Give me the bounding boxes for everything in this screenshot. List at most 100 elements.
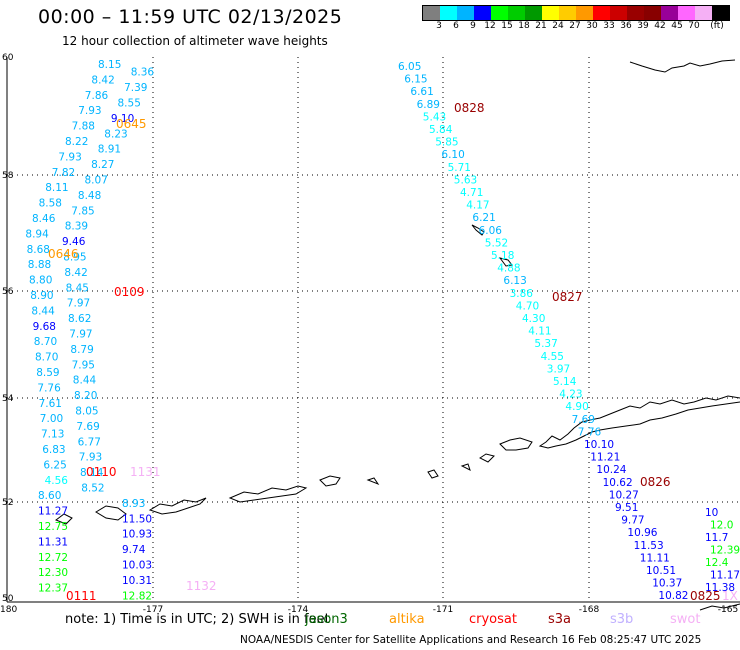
axis-tick-labels: -180 -177 -174 -171 -168 -165 60 58 56 54 52 50 [0, 53, 738, 615]
coastline-islands-a [479, 453, 495, 463]
wave-height-label: 4.88 [497, 263, 520, 275]
wave-height-label: 12.4 [705, 557, 729, 569]
color-swatch [457, 6, 474, 20]
pass-time-label: 1X [722, 589, 738, 603]
wave-height-label: 11.53 [634, 540, 664, 552]
coastline-islands-d [366, 477, 380, 486]
wave-height-label: 8.44 [31, 305, 55, 317]
wave-height-label: 11.11 [640, 552, 670, 564]
wave-height-label: 6.15 [404, 74, 427, 86]
y-tick-label: 54 [2, 394, 14, 404]
wave-height-label: 12.75 [38, 521, 68, 533]
wave-height-label: 7.93 [58, 151, 81, 163]
coastline-pribilof [498, 257, 513, 267]
pass-time-label: 1131 [130, 465, 161, 479]
legend-cryosat: cryosat [469, 612, 517, 627]
wave-height-label: 12.72 [38, 552, 68, 564]
y-tick-label: 50 [2, 594, 14, 604]
wave-height-label: 5.84 [429, 124, 453, 136]
wave-height-label: 7.97 [69, 329, 92, 341]
color-scale-tick: (ft) [710, 21, 724, 31]
wave-height-label: 7.39 [124, 82, 147, 94]
coastline-alaska-mainland [629, 59, 736, 73]
wave-height-label: 8.55 [118, 98, 141, 110]
wave-height-label: 8.79 [70, 344, 93, 356]
wave-height-label: 8.95 [63, 252, 86, 264]
coastline-islands-b [460, 463, 471, 471]
pass-time-label: 1132 [186, 579, 217, 593]
wave-height-label: 8.93 [122, 498, 145, 510]
wave-height-label: 7.93 [78, 105, 101, 117]
wave-height-label: 8.46 [32, 213, 56, 225]
color-scale-tick: 30 [586, 21, 598, 31]
wave-height-label: 8.23 [104, 128, 127, 140]
color-scale-tick: 70 [688, 21, 700, 31]
wave-height-label: 8.42 [64, 267, 87, 279]
wave-height-label: 8.59 [36, 367, 59, 379]
wave-height-label: 8.94 [25, 228, 49, 240]
y-tick-label: 60 [2, 53, 14, 63]
wave-height-label: 11.38 [705, 582, 735, 594]
pass-time-label: 0826 [640, 475, 671, 489]
x-tick-label: -168 [579, 605, 600, 615]
color-swatch [423, 6, 440, 20]
footer-note: note: 1) Time is in UTC; 2) SWH is in fe… [65, 612, 330, 627]
color-swatch [559, 6, 576, 20]
color-scale-tick: 18 [518, 21, 530, 31]
color-swatch [508, 6, 525, 20]
coastline-near-islands [95, 505, 127, 521]
coastline-andreanof [228, 485, 308, 503]
wave-height-label: 7.97 [67, 298, 90, 310]
wave-height-label: 9.46 [62, 236, 86, 248]
wave-height-label: 8.15 [98, 59, 121, 71]
wave-height-label: 5.43 [423, 111, 446, 123]
wave-height-label: 12.0 [710, 520, 733, 532]
x-tick-label: -180 [0, 605, 17, 615]
wave-height-label: 8.60 [38, 490, 61, 502]
wave-height-label: 6.05 [398, 61, 421, 73]
pass-time-labels: 0645 0646 0109 0110 1131 0111 1132 0828 0827 0826… [48, 101, 738, 603]
wave-height-label: 8.91 [98, 144, 121, 156]
wave-height-label: 7.88 [72, 121, 95, 133]
wave-height-label: 8.36 [131, 67, 155, 79]
wave-height-label: 10.62 [603, 477, 633, 489]
wave-height-label: 11.50 [122, 513, 152, 525]
pass-time-label: 0646 [48, 247, 79, 261]
wave-height-label: 4.55 [541, 351, 564, 363]
wave-height-label: 8.80 [29, 275, 52, 287]
coastline-alaska-peninsula [538, 395, 740, 449]
wave-height-label: 8.90 [30, 290, 53, 302]
wave-height-label: 10.37 [652, 578, 682, 590]
color-scale-tick: 33 [603, 21, 615, 31]
wave-height-label: 6.13 [503, 275, 526, 287]
color-swatch [576, 6, 593, 20]
wave-height-label: 3.97 [547, 363, 570, 375]
coastline-rat-islands [148, 497, 207, 515]
wave-height-label: 11.27 [38, 506, 68, 518]
wave-height-label: 8.52 [81, 483, 104, 495]
wave-height-label: 10.51 [646, 565, 676, 577]
wave-height-label: 11.7 [705, 532, 728, 544]
wave-height-label: 8.27 [91, 159, 114, 171]
wave-height-label: 11.31 [38, 536, 68, 548]
color-scale-tick: 21 [535, 21, 547, 31]
wave-height-label: 10.03 [122, 560, 152, 572]
wave-height-label: 4.56 [45, 475, 69, 487]
wave-height-label: 5.52 [485, 237, 508, 249]
wave-height-label: 7.95 [72, 359, 95, 371]
color-swatch [593, 6, 610, 20]
wave-height-label: 6.77 [78, 436, 101, 448]
color-scale-tick: 12 [484, 21, 496, 31]
pass-time-label: 0109 [114, 285, 145, 299]
wave-height-label: 8.68 [27, 244, 50, 256]
x-tick-label: -171 [433, 605, 453, 615]
wave-height-label: 12.30 [38, 567, 68, 579]
wave-height-label: 8.07 [85, 175, 108, 187]
color-swatch [644, 6, 661, 20]
color-swatch [627, 6, 644, 20]
x-tick-label: -174 [288, 605, 309, 615]
color-scale-tick: 42 [654, 21, 666, 31]
coastline [54, 59, 740, 611]
color-scale-tick: 27 [569, 21, 581, 31]
pass-time-label: 0110 [86, 465, 117, 479]
